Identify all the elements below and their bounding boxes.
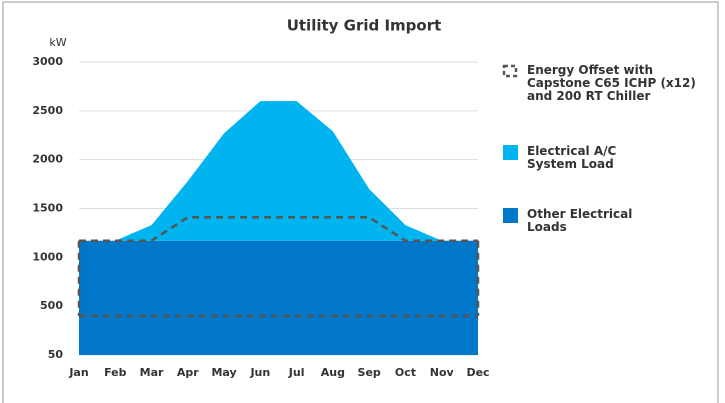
legend-swatch <box>503 145 518 160</box>
legend-label: Energy Offset with Capstone C65 ICHP (x1… <box>527 63 696 103</box>
legend-label: Electrical A/C System Load <box>527 144 617 171</box>
area <box>79 240 478 355</box>
x-tick-label: Dec <box>466 366 489 379</box>
y-tick-label: 500 <box>40 299 63 312</box>
x-tick-label: Jan <box>68 366 88 379</box>
x-tick-label: Jun <box>249 366 270 379</box>
legend-swatch <box>502 64 518 78</box>
x-tick-label: Oct <box>395 366 416 379</box>
x-tick-label: Jul <box>288 366 305 379</box>
x-tick-label: Nov <box>430 366 455 379</box>
y-unit: kW <box>49 36 66 49</box>
x-tick-label: Mar <box>140 366 164 379</box>
x-tick-label: Sep <box>358 366 381 379</box>
y-tick-label: 1000 <box>32 250 63 263</box>
y-tick-label: 2500 <box>32 104 63 117</box>
area <box>79 101 478 241</box>
y-tick-label: 2000 <box>32 153 63 166</box>
legend-swatch <box>503 208 518 223</box>
legend-label: Other Electrical Loads <box>527 207 633 234</box>
y-tick-label: 3000 <box>32 55 63 68</box>
y-tick-label: 50 <box>48 348 64 361</box>
chart-title: Utility Grid Import <box>287 17 442 35</box>
x-tick-label: Feb <box>104 366 127 379</box>
x-tick-label: Apr <box>177 366 199 379</box>
y-tick-label: 1500 <box>32 202 63 215</box>
x-tick-label: May <box>211 366 236 379</box>
offset-upper <box>79 216 478 242</box>
x-tick-label: Aug <box>321 366 345 379</box>
